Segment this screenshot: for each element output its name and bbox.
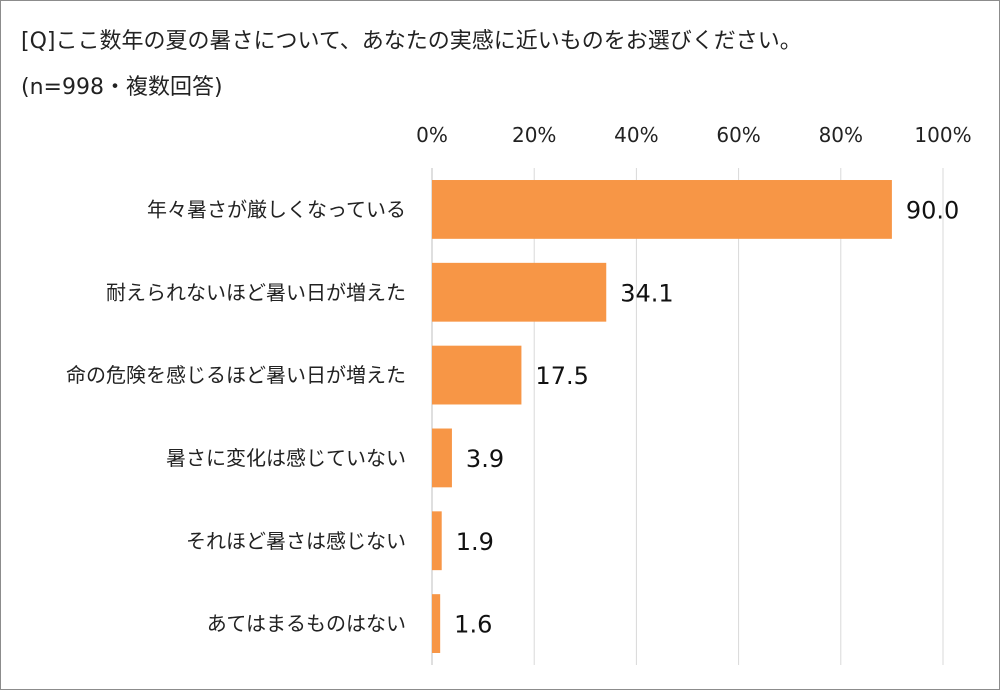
x-tick-label: 20% [512,123,556,147]
category-label: あてはまるものはない [207,612,406,636]
data-label: 1.9 [456,528,494,556]
bar [432,594,441,653]
category-label: 命の危険を感じるほど暑い日が増えた [66,363,406,387]
data-label: 17.5 [535,362,588,390]
bar [432,262,607,322]
x-tick-label: 80% [819,123,863,147]
category-label: 暑さに変化は感じていない [166,446,406,470]
x-tick-label: 0% [416,123,448,147]
data-label: 3.9 [466,445,504,473]
bar [432,180,892,239]
data-label: 34.1 [620,279,673,307]
x-tick-label: 60% [716,123,760,147]
category-label: 耐えられないほど暑い日が増えた [106,280,406,304]
x-tick-label: 100% [914,123,971,147]
chart-subtitle: (n=998・複数回答) [21,75,223,100]
data-label: 1.6 [454,611,492,639]
category-label: それほど暑さは感じない [186,529,406,553]
chart-title: [Q]ここ数年の夏の暑さについて、あなたの実感に近いものをお選びください。 [21,29,802,54]
bar [432,428,452,488]
bar [432,511,442,571]
bar [432,345,522,405]
category-label: 年々暑さが厳しくなっている [147,197,406,221]
x-tick-label: 40% [614,123,658,147]
data-label: 90.0 [906,196,959,224]
